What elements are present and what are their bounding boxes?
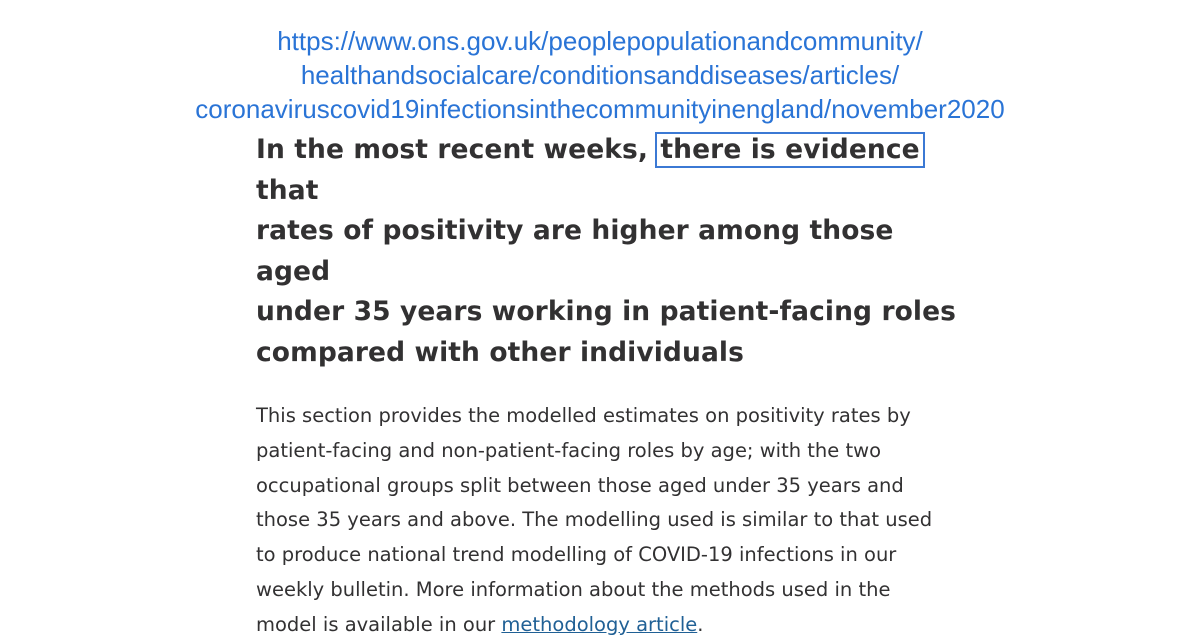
article-section: In the most recent weeks, there is evide… bbox=[256, 130, 976, 643]
paragraph-line-3: occupational groups split between those … bbox=[256, 473, 904, 497]
heading-text-line2: rates of positivity are higher among tho… bbox=[256, 215, 894, 287]
section-paragraph: This section provides the modelled estim… bbox=[256, 399, 956, 643]
paragraph-line-2: patient-facing and non-patient-facing ro… bbox=[256, 438, 881, 462]
highlighted-phrase: there is evidence bbox=[655, 132, 925, 168]
section-heading: In the most recent weeks, there is evide… bbox=[256, 130, 976, 373]
heading-text-line1-end: that bbox=[256, 174, 319, 206]
paragraph-line-4: those 35 years and above. The modelling … bbox=[256, 508, 933, 532]
source-url-line-3[interactable]: coronaviruscovid19infectionsinthecommuni… bbox=[195, 94, 1005, 124]
paragraph-line-6: weekly bulletin. More information about … bbox=[256, 577, 891, 601]
paragraph-line-7: model is available in our bbox=[256, 612, 502, 636]
methodology-article-link[interactable]: methodology article bbox=[501, 612, 698, 636]
heading-text-start: In the most recent weeks, bbox=[256, 134, 658, 165]
heading-text-line4: compared with other individuals bbox=[256, 336, 744, 368]
heading-text-line3: under 35 years working in patient-facing… bbox=[256, 296, 957, 327]
source-url-line-2[interactable]: healthandsocialcare/conditionsanddisease… bbox=[300, 60, 900, 90]
source-url[interactable]: https://www.ons.gov.uk/peoplepopulationa… bbox=[0, 24, 1200, 126]
source-url-line-1[interactable]: https://www.ons.gov.uk/peoplepopulationa… bbox=[277, 26, 923, 56]
paragraph-line-5: to produce national trend modelling of C… bbox=[256, 543, 897, 567]
paragraph-line-7-end: . bbox=[697, 612, 704, 636]
paragraph-line-1: This section provides the modelled estim… bbox=[256, 404, 911, 427]
